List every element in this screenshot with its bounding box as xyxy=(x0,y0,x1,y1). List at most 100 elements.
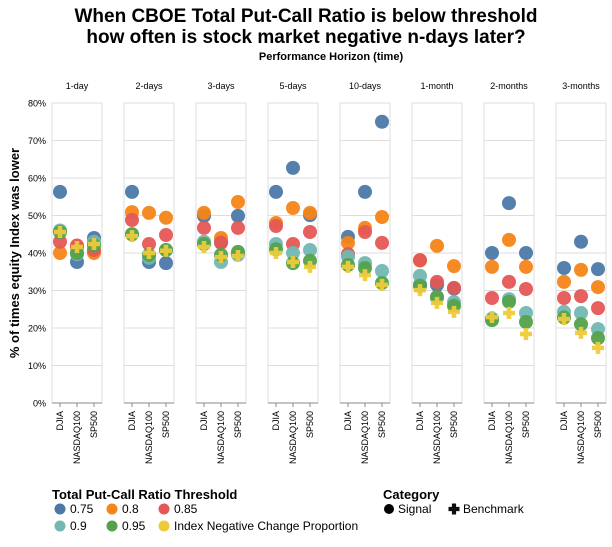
facet-header: 1-day xyxy=(66,81,89,91)
benchmark-point xyxy=(54,226,66,238)
signal-point xyxy=(485,291,499,305)
y-tick-label: 40% xyxy=(28,249,46,259)
legend-label: 0.8 xyxy=(122,502,139,516)
benchmark-point xyxy=(198,241,210,253)
facet-header: 3-months xyxy=(562,81,600,91)
benchmark-point xyxy=(270,247,282,259)
signal-point xyxy=(413,253,427,268)
y-tick-label: 30% xyxy=(28,286,46,296)
benchmark-point xyxy=(575,326,587,339)
signal-point xyxy=(125,213,139,227)
signal-point xyxy=(413,268,427,283)
signal-point xyxy=(197,205,211,220)
signal-point xyxy=(557,291,571,305)
signal-point xyxy=(303,225,317,239)
legend-label: Index Negative Change Proportion xyxy=(174,519,358,533)
x-tick-label: NASDAQ100 xyxy=(72,411,82,464)
benchmark-point xyxy=(342,260,354,273)
y-axis-title: % of times equity Index was lower xyxy=(7,148,22,358)
signal-point xyxy=(574,306,588,320)
signal-point xyxy=(159,228,173,242)
y-tick-label: 10% xyxy=(28,361,46,371)
facet-header: 5-days xyxy=(279,81,307,91)
signal-point xyxy=(197,220,211,235)
signal-point xyxy=(591,280,605,295)
signal-point xyxy=(502,294,516,309)
signal-point xyxy=(375,210,389,224)
benchmark-point xyxy=(448,305,460,318)
facet-3-months: 3-months DJIA NASDAQ100 SP500 xyxy=(555,81,607,464)
signal-point xyxy=(125,184,139,199)
benchmark-point xyxy=(215,251,227,264)
x-tick-label: NASDAQ100 xyxy=(288,411,298,464)
x-tick-label: NASDAQ100 xyxy=(216,411,226,464)
chart-title-line1: When CBOE Total Put-Call Ratio is below … xyxy=(74,6,537,27)
legend-shape-title: Category xyxy=(383,487,440,502)
x-tick-label: SP500 xyxy=(593,411,603,438)
benchmark-point xyxy=(376,278,388,291)
benchmark-point xyxy=(304,260,316,273)
signal-point xyxy=(557,261,571,275)
legend-label: 0.95 xyxy=(122,519,146,533)
signal-point xyxy=(375,235,389,250)
signal-point xyxy=(519,315,533,329)
signal-point xyxy=(231,220,245,235)
legend-label: 0.9 xyxy=(70,519,87,533)
signal-point xyxy=(574,262,588,277)
benchmark-point xyxy=(503,307,515,319)
chart-title-line2: how often is stock market negative n-day… xyxy=(86,27,525,48)
x-tick-label: DJIA xyxy=(415,411,425,431)
signal-point xyxy=(358,261,372,275)
facet-header: 3-days xyxy=(207,81,235,91)
signal-point xyxy=(574,289,588,304)
signal-point xyxy=(447,280,461,295)
signal-point xyxy=(375,114,389,129)
facet-10-days: 10-days DJIA NASDAQ100 SP500 xyxy=(339,81,391,464)
x-tick-label: SP500 xyxy=(521,411,531,438)
benchmark-point xyxy=(486,311,498,324)
signal-point xyxy=(591,331,605,346)
benchmark-point xyxy=(143,247,155,259)
signal-point xyxy=(269,184,283,199)
benchmark-point xyxy=(232,250,244,262)
legend-color-title: Total Put-Call Ratio Threshold xyxy=(52,487,237,502)
signal-point xyxy=(485,246,499,260)
signal-point xyxy=(502,274,516,289)
x-tick-label: DJIA xyxy=(271,411,281,431)
signal-point xyxy=(502,196,516,211)
signal-point xyxy=(430,238,444,253)
legend-swatch xyxy=(54,520,66,532)
facet-header: 1-month xyxy=(420,81,453,91)
benchmark-point xyxy=(520,328,532,340)
signal-point xyxy=(358,225,372,239)
signal-point xyxy=(591,301,605,316)
benchmark-point xyxy=(414,284,426,297)
facet-header: 10-days xyxy=(349,81,382,91)
signal-point xyxy=(485,259,499,274)
signal-point xyxy=(375,264,389,278)
signal-point xyxy=(53,184,67,199)
facet-1-day: 1-day DJIA NASDAQ100 SP500 xyxy=(51,81,103,464)
facet-header: 2-days xyxy=(135,81,163,91)
x-tick-label: NASDAQ100 xyxy=(360,411,370,464)
y-tick-label: 80% xyxy=(28,99,46,109)
legend-label: 0.85 xyxy=(174,502,198,516)
legend-swatch xyxy=(158,520,170,532)
x-tick-label: NASDAQ100 xyxy=(576,411,586,464)
legend-label: 0.75 xyxy=(70,502,94,516)
signal-point xyxy=(557,274,571,289)
legend-shape-label: Benchmark xyxy=(463,502,525,516)
x-tick-label: DJIA xyxy=(127,411,137,431)
x-tick-label: SP500 xyxy=(305,411,315,438)
signal-point xyxy=(519,282,533,296)
x-tick-label: NASDAQ100 xyxy=(144,411,154,464)
signal-point xyxy=(430,274,444,289)
x-tick-label: DJIA xyxy=(55,411,65,431)
benchmark-point xyxy=(592,341,604,354)
benchmark-point xyxy=(287,256,299,268)
x-tick-label: DJIA xyxy=(559,411,569,431)
signal-point xyxy=(286,246,300,260)
benchmark-point xyxy=(160,244,172,257)
benchmark-point xyxy=(126,230,138,243)
